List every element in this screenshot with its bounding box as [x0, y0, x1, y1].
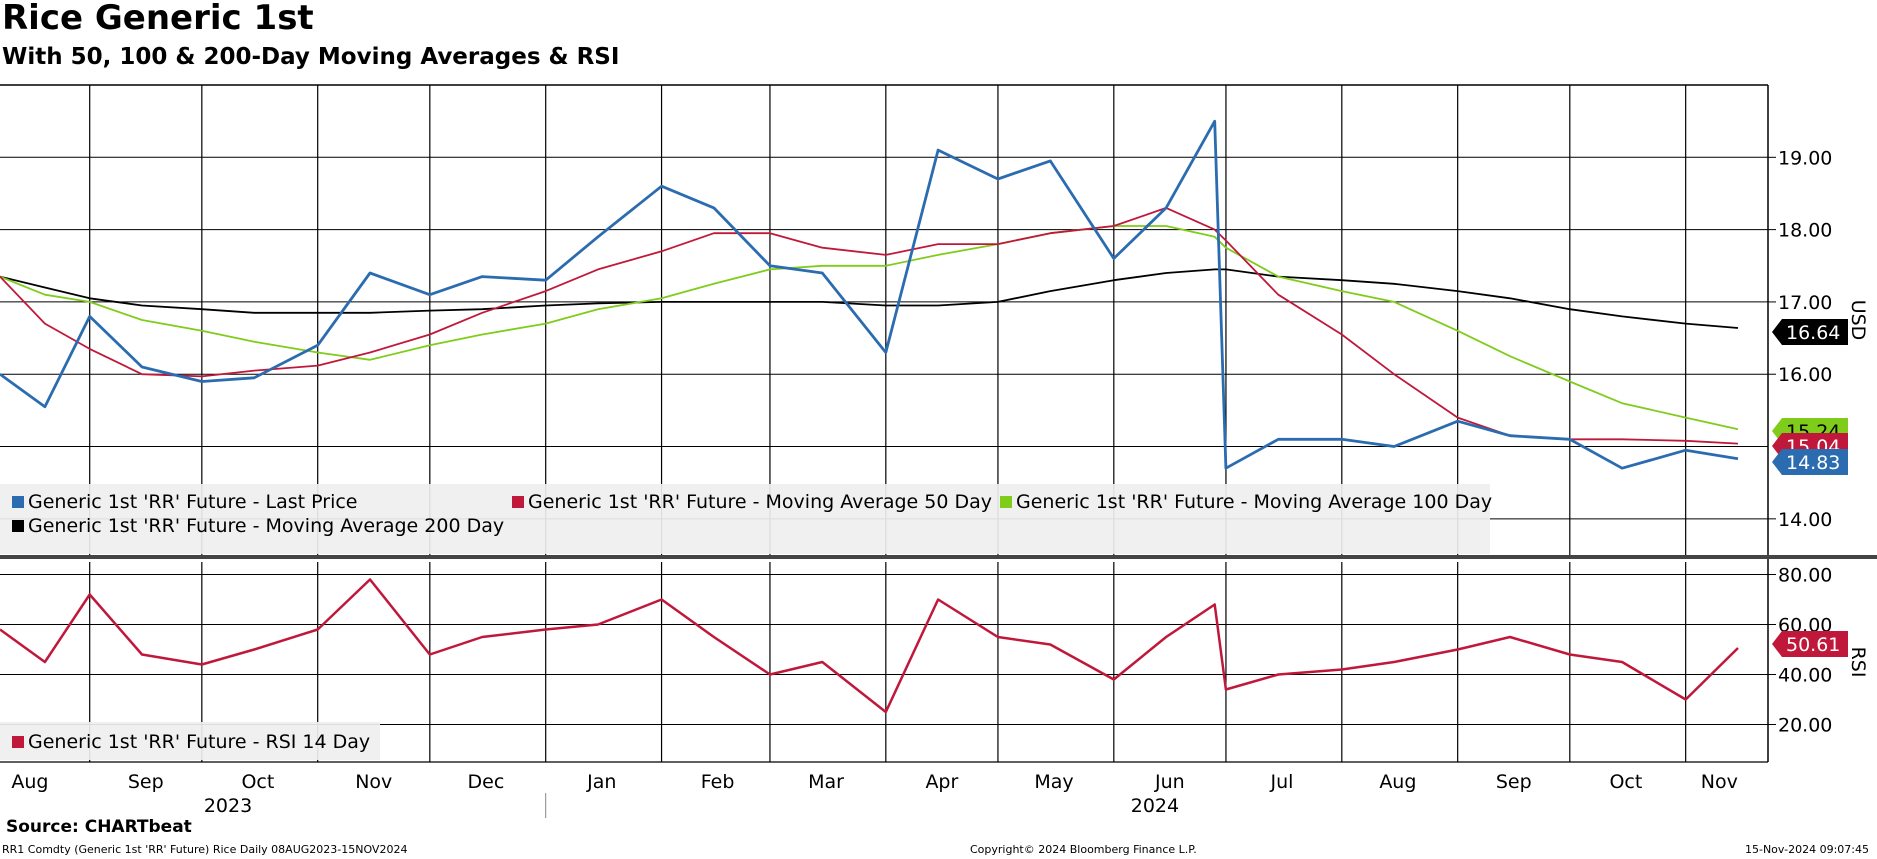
x-month-label: Jul	[1270, 771, 1294, 793]
x-month-label: May	[1034, 771, 1073, 793]
footer-timestamp: 15-Nov-2024 09:07:45	[1744, 843, 1869, 856]
ma200-last-tag	[1772, 319, 1848, 345]
legend-label: Generic 1st 'RR' Future - Moving Average…	[1016, 491, 1492, 513]
x-month-label: Aug	[11, 771, 48, 793]
last-price-last-tag	[1772, 449, 1848, 475]
chart-title: Rice Generic 1st	[2, 0, 314, 38]
price-tick-label: 14.00	[1778, 509, 1832, 531]
chart-subtitle: With 50, 100 & 200-Day Moving Averages &…	[2, 44, 620, 70]
x-month-label: Nov	[355, 771, 392, 793]
rsi-tick-label: 80.00	[1778, 565, 1832, 587]
x-month-label: Oct	[1609, 771, 1642, 793]
footer-copyright: Copyright© 2024 Bloomberg Finance L.P.	[970, 843, 1197, 856]
x-month-label: Jan	[586, 771, 616, 793]
x-month-label: Jun	[1154, 771, 1185, 793]
x-month-label: Nov	[1701, 771, 1738, 793]
rsi-line	[0, 578, 1739, 714]
footer-ticker-info: RR1 Comdty (Generic 1st 'RR' Future) Ric…	[2, 843, 408, 856]
rsi-tick-label: 20.00	[1778, 715, 1832, 737]
rsi-tick-label: 40.00	[1778, 665, 1832, 687]
legend-swatch	[12, 496, 24, 508]
last-price-last-tag-value: 14.83	[1786, 452, 1840, 474]
legend-label: Generic 1st 'RR' Future - Last Price	[28, 491, 358, 513]
price-tick-label: 19.00	[1778, 147, 1832, 169]
x-month-label: Oct	[241, 771, 274, 793]
legend-label: Generic 1st 'RR' Future - Moving Average…	[28, 515, 504, 537]
x-month-label: Mar	[808, 771, 844, 793]
x-year-label: 2023	[204, 795, 252, 817]
ma200-line	[0, 268, 1739, 329]
legend-swatch	[512, 496, 524, 508]
legend-swatch	[12, 520, 24, 532]
rsi-last-tag-value: 50.61	[1786, 634, 1840, 656]
source-note: Source: CHARTbeat	[6, 817, 192, 837]
x-month-label: Sep	[1496, 771, 1532, 793]
legend-swatch	[12, 736, 24, 748]
x-month-label: Apr	[925, 771, 958, 793]
x-month-label: Feb	[701, 771, 735, 793]
last-price-line	[0, 119, 1739, 470]
legend-swatch	[1000, 496, 1012, 508]
rsi-last-tag	[1772, 631, 1848, 657]
x-month-label: Aug	[1379, 771, 1416, 793]
rsi-legend-box	[0, 722, 380, 760]
ma50-line	[0, 206, 1739, 445]
x-month-label: Sep	[128, 771, 164, 793]
x-year-label: 2024	[1131, 795, 1179, 817]
price-tick-label: 16.00	[1778, 364, 1832, 386]
ma200-last-tag-value: 16.64	[1786, 322, 1840, 344]
ma100-line	[0, 225, 1739, 431]
price-tick-label: 17.00	[1778, 292, 1832, 314]
price-tick-label: 18.00	[1778, 220, 1832, 242]
legend-label: Generic 1st 'RR' Future - RSI 14 Day	[28, 731, 370, 753]
legend-label: Generic 1st 'RR' Future - Moving Average…	[528, 491, 992, 513]
rsi-axis-title: RSI	[1847, 647, 1869, 678]
x-month-label: Dec	[468, 771, 505, 793]
price-legend-box	[0, 484, 1490, 554]
price-axis-title: USD	[1847, 300, 1869, 341]
